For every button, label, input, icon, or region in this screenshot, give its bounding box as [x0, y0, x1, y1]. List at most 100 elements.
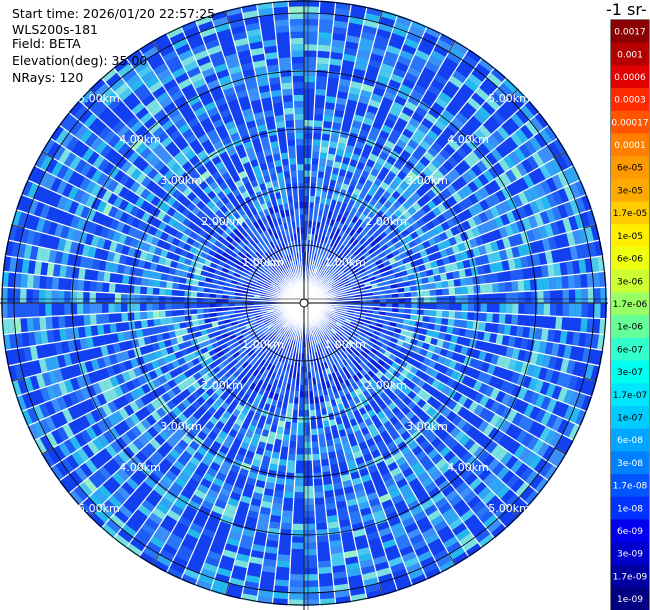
- ppi-gate: [341, 231, 349, 240]
- ppi-gate: [538, 340, 548, 355]
- ppi-gate: [428, 282, 436, 290]
- ppi-gate: [354, 107, 367, 117]
- ppi-gate: [353, 114, 365, 123]
- ppi-gate: [322, 178, 331, 186]
- ppi-gate: [380, 10, 398, 21]
- ppi-gate: [459, 319, 468, 329]
- ppi-gate: [365, 158, 376, 168]
- ppi-gate: [559, 261, 568, 276]
- ppi-gate: [343, 176, 352, 186]
- ppi-gate: [460, 250, 469, 261]
- ppi-gate: [438, 91, 453, 104]
- ppi-gate: [549, 289, 557, 303]
- ppi-gate: [367, 327, 375, 334]
- ppi-gate: [516, 268, 524, 281]
- ppi-gate: [409, 60, 425, 73]
- ppi-gate: [454, 286, 462, 296]
- ppi-gate: [529, 240, 539, 255]
- ppi-gate: [325, 159, 335, 168]
- ppi-gate: [414, 49, 431, 62]
- ppi-gate: [304, 523, 316, 531]
- ppi-gate: [51, 289, 59, 303]
- ppi-gate: [373, 303, 380, 307]
- ppi-gate: [273, 591, 289, 600]
- ppi-gate: [511, 384, 522, 398]
- ppi-gate: [317, 31, 333, 40]
- ppi-gate: [338, 78, 352, 87]
- ppi-gate: [575, 243, 585, 260]
- ppi-gate: [496, 355, 506, 368]
- ppi-gate: [426, 162, 438, 174]
- ppi-gate: [493, 303, 500, 314]
- ppi-gate: [478, 57, 495, 73]
- ppi-gate: [552, 451, 567, 468]
- ppi-gate: [340, 123, 352, 133]
- ppi-gate: [451, 134, 465, 147]
- ppi-gate: [304, 529, 317, 537]
- ppi-gate: [588, 348, 597, 365]
- ppi-gate: [32, 316, 41, 332]
- ppi-gate: [368, 98, 381, 109]
- ppi-gate: [273, 490, 285, 498]
- ppi-gate: [455, 146, 469, 160]
- ppi-gate: [307, 227, 312, 234]
- ppi-gate: [442, 57, 459, 71]
- ppi-gate: [462, 208, 473, 220]
- ppi-gate: [330, 128, 341, 137]
- ppi-gate: [304, 214, 309, 221]
- ppi-gate: [283, 491, 295, 499]
- ppi-gate: [561, 316, 569, 331]
- ppi-gate: [362, 278, 370, 284]
- ppi-gate: [418, 72, 434, 85]
- ppi-gate: [372, 162, 383, 172]
- ppi-gate: [567, 274, 576, 290]
- ppi-gate: [543, 290, 551, 303]
- ppi-gate: [435, 38, 453, 52]
- ppi-gate: [382, 160, 394, 171]
- ppi-gate: [553, 262, 562, 277]
- ppi-gate: [472, 275, 480, 286]
- ppi-gate: [513, 444, 527, 459]
- ppi-gate: [495, 333, 504, 345]
- ppi-gate: [436, 241, 446, 251]
- ppi-gate: [38, 303, 46, 317]
- ppi-gate: [461, 294, 469, 303]
- ppi-gate: [380, 96, 394, 107]
- ppi-gate: [455, 111, 469, 125]
- ppi-gate: [415, 320, 423, 328]
- ppi-gate: [528, 200, 540, 215]
- ppi-gate: [7, 287, 14, 303]
- ppi-gate: [32, 274, 41, 290]
- ppi-gate: [355, 252, 363, 260]
- ppi-gate: [304, 504, 315, 512]
- ppi-gate: [391, 293, 399, 299]
- ppi-gate: [278, 541, 292, 549]
- ppi-gate: [304, 460, 313, 468]
- ppi-gate: [413, 272, 422, 280]
- ppi-gate: [395, 14, 413, 26]
- ppi-gate: [423, 289, 431, 297]
- ppi-gate: [460, 142, 473, 156]
- ppi-gate: [418, 264, 426, 272]
- ppi-gate: [472, 416, 484, 430]
- ppi-gate: [364, 265, 372, 272]
- ppi-gate: [533, 212, 545, 227]
- ppi-gate: [45, 316, 53, 331]
- ppi-gate: [332, 116, 344, 124]
- ppi-gate: [336, 320, 344, 326]
- ppi-gate: [536, 441, 550, 458]
- ppi-gate: [569, 182, 581, 199]
- ppi-gate: [432, 267, 440, 276]
- ppi-gate: [488, 375, 499, 388]
- ppi-gate: [341, 59, 356, 69]
- ppi-gate: [64, 315, 72, 329]
- ppi-gate: [304, 574, 319, 581]
- ppi-gate: [417, 296, 424, 303]
- ppi-gate: [345, 226, 353, 235]
- ppi-gate: [317, 164, 326, 173]
- ppi-gate: [408, 26, 425, 38]
- ppi-gate: [304, 498, 315, 505]
- ppi-gate: [289, 574, 304, 581]
- ppi-gate: [491, 322, 499, 334]
- ppi-gate: [518, 303, 525, 315]
